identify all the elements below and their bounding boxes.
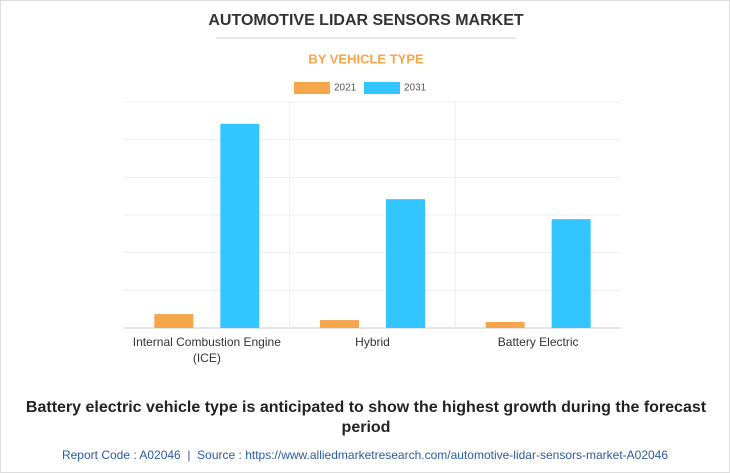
legend-label: 2031 xyxy=(404,83,427,94)
caption: Battery electric vehicle type is anticip… xyxy=(25,399,707,436)
footer: Report Code : A02046 | Source : https://… xyxy=(61,448,669,462)
bar xyxy=(320,320,359,328)
bar xyxy=(485,321,525,328)
bar xyxy=(551,219,591,328)
bar xyxy=(386,199,425,328)
chart-subtitle: BY VEHICLE TYPE xyxy=(308,51,424,66)
legend-swatch xyxy=(364,82,400,94)
legend-label: 2021 xyxy=(334,83,357,94)
chart-title: AUTOMOTIVE LIDAR SENSORS MARKET xyxy=(208,12,524,29)
legend-swatch xyxy=(294,82,330,94)
x-tick-label: Hybrid xyxy=(355,335,390,349)
x-tick-label: Internal Combustion Engine (ICE) xyxy=(132,335,281,365)
bar xyxy=(154,314,194,328)
bar xyxy=(220,123,260,328)
x-tick-label: Battery Electric xyxy=(497,335,579,349)
